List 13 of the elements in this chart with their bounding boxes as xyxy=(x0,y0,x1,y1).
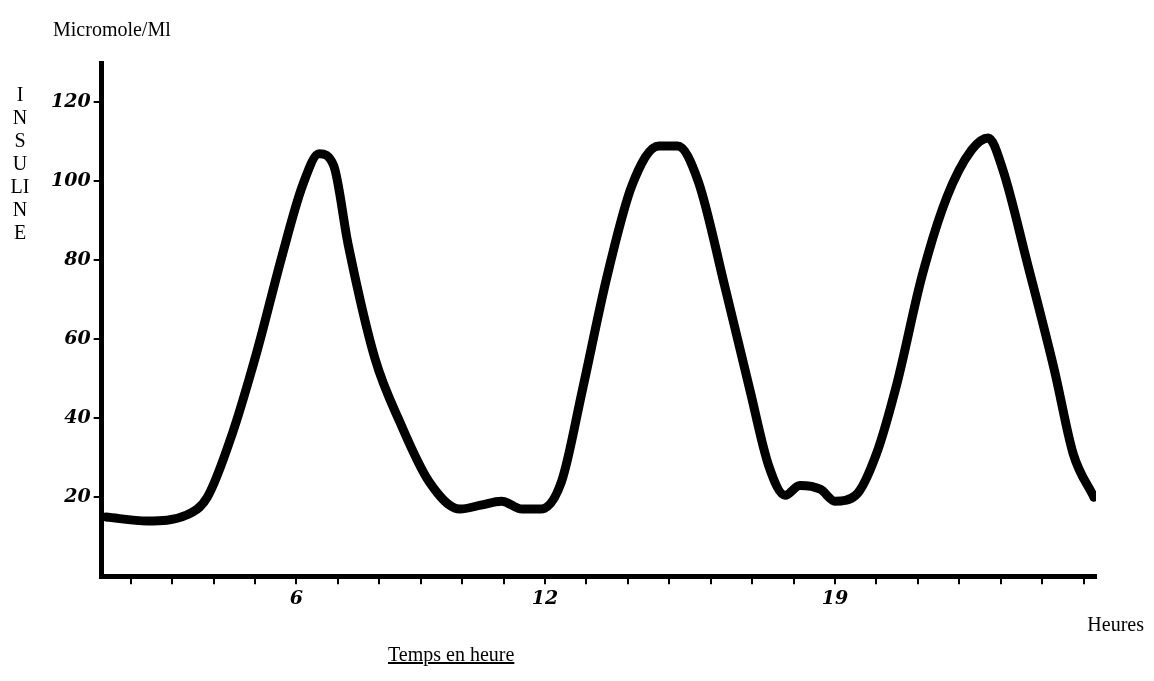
text: Temps en heure xyxy=(388,643,515,666)
y-tick-label: 80 xyxy=(63,247,91,270)
x-tick-label: 6 xyxy=(289,585,303,608)
y-tick-label: 60 xyxy=(64,326,91,349)
y-tick-label: 40 xyxy=(64,405,91,428)
y-tick-label: 100 xyxy=(50,168,91,191)
y-axis-title: INSULINE xyxy=(10,83,30,244)
text: Micromole/Ml xyxy=(53,18,171,41)
x-tick-label: 19 xyxy=(821,585,849,608)
y-tick-label: 20 xyxy=(63,484,91,507)
x-axis-title: Heures xyxy=(1087,613,1144,636)
y-tick-label: 120 xyxy=(50,89,91,112)
x-tick-label: 12 xyxy=(531,585,559,608)
